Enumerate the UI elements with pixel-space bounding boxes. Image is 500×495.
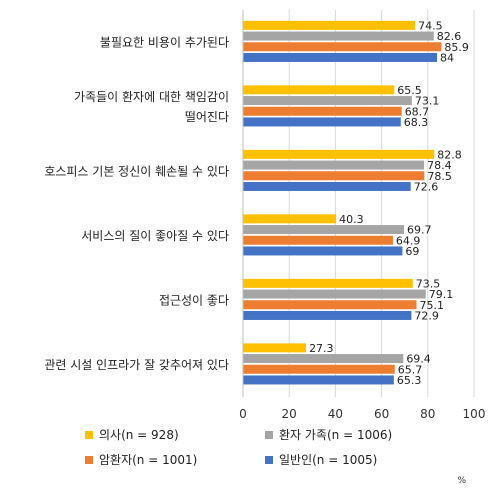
data-label: 65.5 xyxy=(397,84,422,97)
bar xyxy=(243,364,395,374)
legend-swatch xyxy=(85,430,93,439)
data-label: 65.3 xyxy=(397,374,422,387)
bar xyxy=(243,42,442,52)
data-label: 84 xyxy=(440,51,454,64)
data-label: 69 xyxy=(405,245,419,258)
data-label: 78.5 xyxy=(427,170,452,183)
category-label: 관련 시설 인프라가 잘 갖추어져 있다 xyxy=(44,358,229,372)
data-label: 72.6 xyxy=(414,180,439,193)
bar xyxy=(243,278,413,288)
legend-label: 환자 가족(n = 1006) xyxy=(279,428,393,442)
data-label: 74.5 xyxy=(418,19,443,32)
bar xyxy=(243,181,411,191)
data-label: 65.7 xyxy=(398,363,423,376)
data-label: 82.8 xyxy=(437,148,462,161)
bar xyxy=(243,225,405,235)
data-label: 73.5 xyxy=(416,277,441,290)
unit-label: % xyxy=(457,476,466,486)
category-label: 떨어진다 xyxy=(185,110,229,124)
x-tick-label: 0 xyxy=(239,407,247,421)
data-label: 69.4 xyxy=(406,353,431,366)
data-label: 73.1 xyxy=(415,95,440,108)
bar xyxy=(243,96,412,106)
bar xyxy=(243,300,417,310)
x-tick-label: 80 xyxy=(420,407,435,421)
bar xyxy=(243,375,394,385)
data-label: 68.7 xyxy=(405,105,430,118)
x-tick-label: 100 xyxy=(463,407,486,421)
legend-item: 의사(n = 928) xyxy=(85,426,179,443)
data-label: 72.9 xyxy=(414,309,439,322)
legend-item: 환자 가족(n = 1006) xyxy=(265,426,392,443)
legend-swatch xyxy=(265,455,273,464)
data-label: 85.9 xyxy=(444,41,469,54)
legend-swatch xyxy=(85,455,93,464)
bar xyxy=(243,214,337,224)
legend-swatch xyxy=(265,430,273,439)
x-tick-label: 60 xyxy=(374,407,389,421)
data-label: 27.3 xyxy=(309,342,334,355)
legend-item: 암환자(n = 1001) xyxy=(85,451,197,468)
legend-item: 일반인(n = 1005) xyxy=(265,451,377,468)
category-label: 불필요한 비용이 추가된다 xyxy=(100,35,229,49)
category-label: 호스피스 기본 정신이 훼손될 수 있다 xyxy=(44,164,229,178)
data-label: 40.3 xyxy=(339,213,364,226)
bar xyxy=(243,289,426,299)
bar xyxy=(243,52,438,62)
bar xyxy=(243,171,425,181)
bar xyxy=(243,354,404,364)
bar xyxy=(243,343,307,353)
bar xyxy=(243,235,393,245)
data-label: 82.6 xyxy=(437,30,462,43)
bar xyxy=(243,117,401,127)
bar xyxy=(243,310,412,320)
legend-label: 의사(n = 928) xyxy=(99,428,179,442)
bar xyxy=(243,246,403,256)
category-label: 가족들이 환자에 대한 책임감이 xyxy=(74,89,229,104)
x-tick-label: 40 xyxy=(328,407,343,421)
bar xyxy=(243,106,402,116)
bar xyxy=(243,31,434,41)
x-tick-label: 20 xyxy=(282,407,297,421)
data-label: 68.3 xyxy=(404,116,429,129)
category-label: 서비스의 질이 좋아질 수 있다 xyxy=(81,229,229,243)
bar xyxy=(243,149,435,159)
legend-label: 암환자(n = 1001) xyxy=(99,453,198,467)
data-label: 69.7 xyxy=(407,224,432,237)
data-label: 64.9 xyxy=(396,234,421,247)
legend-label: 일반인(n = 1005) xyxy=(279,453,378,467)
bar xyxy=(243,85,395,95)
data-label: 78.4 xyxy=(427,159,452,172)
data-label: 75.1 xyxy=(419,299,444,312)
bar xyxy=(243,20,416,30)
category-label: 접근성이 좋다 xyxy=(159,293,229,307)
bar xyxy=(243,160,425,170)
data-label: 79.1 xyxy=(429,288,454,301)
